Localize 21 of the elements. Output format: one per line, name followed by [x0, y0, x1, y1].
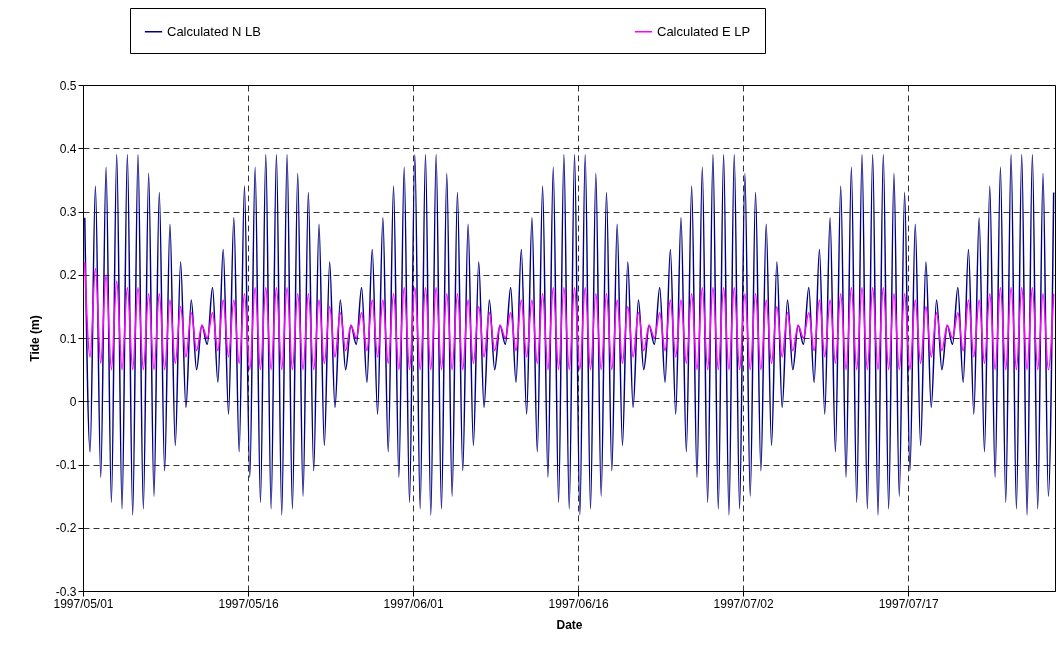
x-tick-label: 1997/05/16 [218, 596, 279, 611]
line-series [84, 153, 1055, 516]
y-tick-label: -0.3 [55, 584, 77, 599]
y-tick-label: 0.1 [59, 331, 77, 346]
y-tick-label: -0.1 [55, 458, 77, 472]
legend-label: Calculated E LP [657, 23, 751, 39]
y-tick-label: 0 [69, 394, 77, 409]
x-tick-label: 1997/06/16 [548, 596, 609, 611]
y-tick-label: -0.2 [55, 521, 77, 536]
line-series [84, 261, 1055, 371]
x-axis-title: Date [556, 617, 583, 632]
y-axis-title: Tide (m) [27, 315, 42, 362]
y-tick-label: 0.4 [59, 141, 77, 156]
x-tick-label: 1997/07/17 [878, 596, 940, 611]
x-tick-label: 1997/07/02 [713, 596, 774, 611]
x-tick-label: 1997/06/01 [383, 596, 444, 611]
x-tick-label: 1997/05/01 [53, 596, 114, 611]
legend-label: Calculated N LB [167, 23, 261, 39]
y-tick-label: 0.2 [59, 268, 77, 283]
y-tick-label: 0.3 [59, 205, 77, 219]
y-tick-label: 0.5 [59, 78, 77, 93]
